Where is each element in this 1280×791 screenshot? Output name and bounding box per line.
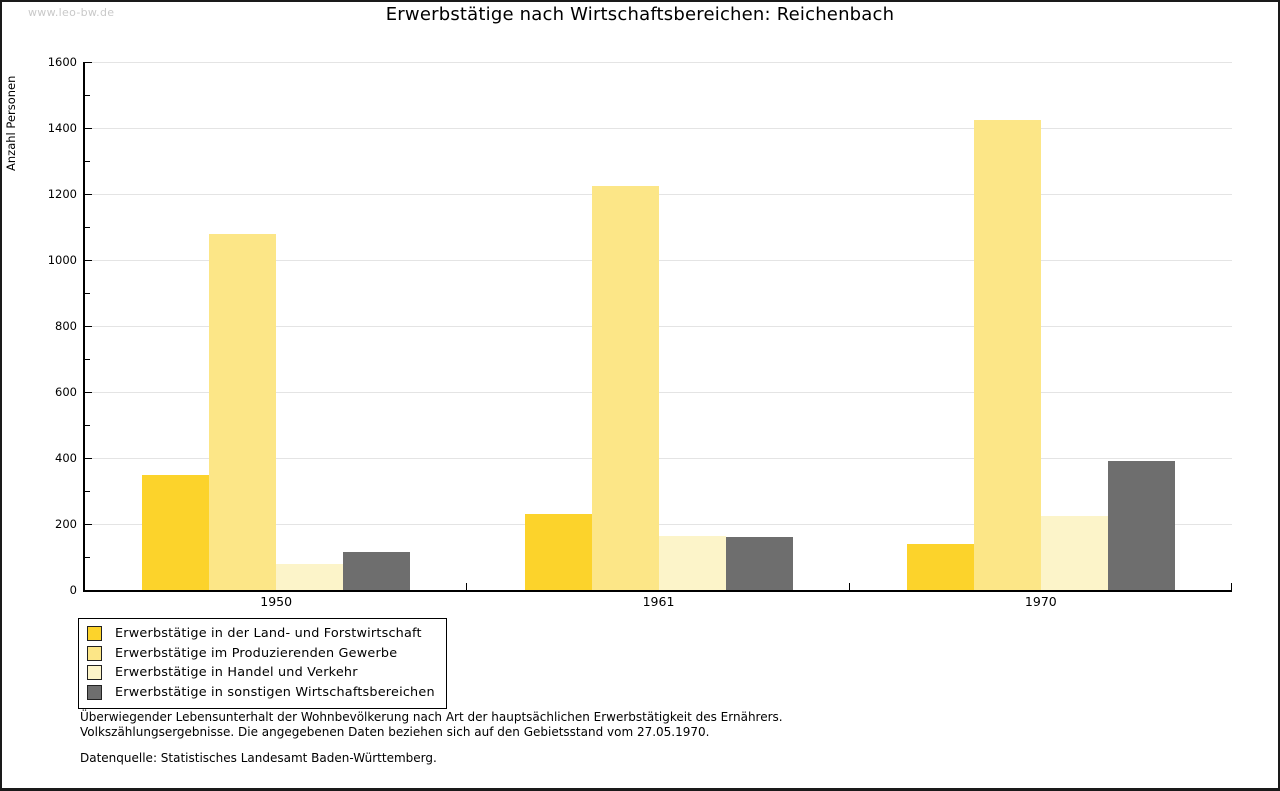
y-axis-label-1200: 1200 [47,187,77,201]
y-axis-label-600: 600 [55,385,77,399]
y-minor-tick-700 [85,358,90,360]
legend-swatch-3 [87,665,102,681]
x-axis-tick-1970 [1231,583,1232,590]
bar-1950-series-3 [276,563,344,590]
y-minor-tick-300 [85,490,90,492]
legend-rows: Erwerbstätige in der Land- und Forstwirt… [87,624,438,702]
bar-1961-series-2 [591,185,659,590]
bar-1950-series-1 [142,474,210,590]
bar-1961-series-1 [524,514,592,590]
y-major-tick-1200 [85,193,92,195]
legend-label-3: Erwerbstätige in Handel und Verkehr [115,665,358,681]
y-minor-tick-1100 [85,226,90,228]
y-axis-label-200: 200 [55,517,77,531]
bar-1961-series-3 [658,535,726,590]
watermark-leo-bw: www.leo-bw.de [28,6,115,19]
y-major-tick-200 [85,523,92,525]
gridline-1600 [85,61,1232,63]
legend-box: Erwerbstätige in der Land- und Forstwirt… [78,618,447,709]
plot-area: 0 200 400 600 800 1000 1200 1400 1600 1950 1961 19… [48,55,1232,609]
y-major-tick-400 [85,457,92,459]
y-minor-tick-900 [85,292,90,294]
bar-1970-series-4 [1107,461,1175,590]
y-minor-tick-500 [85,424,90,426]
x-axis-label-1950: 1950 [260,594,293,609]
legend-swatch-4 [87,684,102,700]
gridline-1000 [85,259,1232,261]
y-axis-label-1600: 1600 [47,55,77,69]
footnote-line-2: Volkszählungsergebnisse. Die angegebenen… [80,724,710,739]
legend-label-1: Erwerbstätige in der Land- und Forstwirt… [115,626,422,642]
y-axis-title: Anzahl Personen [4,75,18,171]
legend-item-1: Erwerbstätige in der Land- und Forstwirt… [87,624,438,644]
y-minor-tick-1500 [85,94,90,96]
footnote-line-1: Überwiegender Lebensunterhalt der Wohnbe… [80,710,783,724]
gridline-600 [85,391,1232,393]
x-axis-label-1970: 1970 [1024,594,1057,609]
bar-1970-series-3 [1040,515,1108,590]
chart-title: Erwerbstätige nach Wirtschaftsbereichen:… [385,4,895,25]
y-axis-label-0: 0 [69,583,77,597]
legend-item-2: Erwerbstätige im Produzierenden Gewerbe [87,644,438,664]
bar-1970-series-1 [906,543,974,590]
legend-item-3: Erwerbstätige in Handel und Verkehr [87,663,438,683]
y-axis-label-800: 800 [55,319,77,333]
gridline-800 [85,325,1232,327]
x-axis-tick-1961 [849,583,850,590]
y-major-tick-1400 [85,127,92,129]
legend-label-4: Erwerbstätige in sonstigen Wirtschaftsbe… [115,684,435,700]
gridline-400 [85,457,1232,459]
bar-1961-series-4 [725,537,793,590]
y-axis-label-1400: 1400 [47,121,77,135]
y-minor-tick-1300 [85,160,90,162]
y-minor-tick-100 [85,556,90,558]
legend-swatch-1 [87,626,102,642]
y-major-tick-800 [85,325,92,327]
data-source-text: Datenquelle: Statistisches Landesamt Bad… [80,751,437,765]
y-axis-label-400: 400 [55,451,77,465]
x-axis-label-1961: 1961 [642,594,675,609]
y-axis-label-1000: 1000 [47,253,77,267]
legend-item-4: Erwerbstätige in sonstigen Wirtschaftsbe… [87,683,438,703]
y-major-tick-1600 [85,61,92,63]
bar-1950-series-4 [343,552,411,590]
bar-1970-series-2 [973,119,1041,590]
legend-label-2: Erwerbstätige im Produzierenden Gewerbe [115,645,398,661]
legend-swatch-2 [87,645,102,661]
gridline-200 [85,523,1232,525]
gridline-1400 [85,127,1232,129]
y-major-tick-1000 [85,259,92,261]
footnote-text: Überwiegender Lebensunterhalt der Wohnbe… [80,710,783,739]
gridline-1200 [85,193,1232,195]
y-major-tick-600 [85,391,92,393]
x-axis-tick-1950 [466,583,467,590]
bar-1950-series-2 [209,233,277,590]
